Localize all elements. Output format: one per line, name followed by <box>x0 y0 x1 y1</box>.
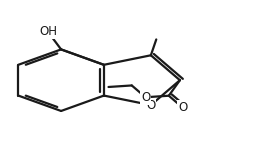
Text: O: O <box>141 91 150 104</box>
Text: O: O <box>178 101 187 114</box>
Text: OH: OH <box>39 25 57 38</box>
Text: O: O <box>146 99 155 112</box>
